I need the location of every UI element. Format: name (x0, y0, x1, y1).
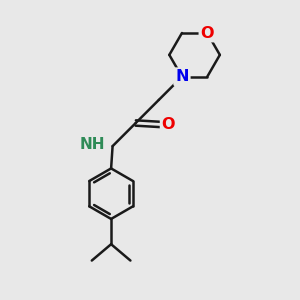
Text: NH: NH (80, 137, 105, 152)
Text: O: O (162, 117, 175, 132)
Text: N: N (175, 69, 189, 84)
Text: O: O (200, 26, 214, 40)
